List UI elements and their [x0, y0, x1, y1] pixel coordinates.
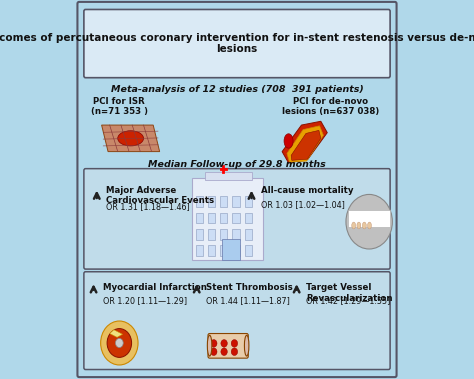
Polygon shape — [282, 121, 327, 163]
Circle shape — [116, 338, 123, 348]
Text: Outcomes of percutaneous coronary intervention for in-stent restenosis versus de: Outcomes of percutaneous coronary interv… — [0, 33, 474, 54]
Circle shape — [231, 340, 237, 347]
Text: OR 1.03 [1.02—1.04]: OR 1.03 [1.02—1.04] — [261, 200, 345, 209]
FancyBboxPatch shape — [232, 196, 239, 207]
FancyBboxPatch shape — [220, 196, 228, 207]
FancyBboxPatch shape — [208, 334, 248, 358]
Text: Major Adverse
Cardiovascular Events: Major Adverse Cardiovascular Events — [107, 186, 215, 205]
FancyBboxPatch shape — [84, 272, 390, 370]
Text: Median Follow-up of 29.8 months: Median Follow-up of 29.8 months — [148, 160, 326, 169]
FancyBboxPatch shape — [205, 172, 252, 180]
FancyBboxPatch shape — [245, 213, 252, 223]
Ellipse shape — [352, 222, 356, 229]
Circle shape — [210, 340, 217, 347]
Text: OR 1.42 [1.29—1.55]: OR 1.42 [1.29—1.55] — [306, 296, 391, 305]
FancyBboxPatch shape — [208, 229, 215, 240]
Text: Stent Thrombosis: Stent Thrombosis — [206, 283, 293, 293]
Ellipse shape — [367, 222, 372, 229]
Ellipse shape — [357, 222, 361, 229]
FancyBboxPatch shape — [84, 169, 390, 269]
FancyBboxPatch shape — [245, 245, 252, 256]
FancyBboxPatch shape — [84, 9, 390, 78]
FancyBboxPatch shape — [196, 196, 203, 207]
FancyBboxPatch shape — [245, 229, 252, 240]
FancyBboxPatch shape — [208, 213, 215, 223]
FancyBboxPatch shape — [196, 229, 203, 240]
Circle shape — [100, 321, 138, 365]
FancyBboxPatch shape — [232, 229, 239, 240]
Text: OR 1.44 [1.11—1.87]: OR 1.44 [1.11—1.87] — [206, 296, 290, 305]
FancyBboxPatch shape — [208, 196, 215, 207]
FancyBboxPatch shape — [232, 213, 239, 223]
Text: OR 1.31 [1.18—1.46]: OR 1.31 [1.18—1.46] — [107, 202, 190, 211]
FancyBboxPatch shape — [245, 196, 252, 207]
Circle shape — [231, 348, 237, 356]
Ellipse shape — [363, 222, 366, 229]
Polygon shape — [109, 330, 123, 337]
Circle shape — [221, 348, 228, 356]
Circle shape — [107, 329, 132, 357]
Circle shape — [210, 348, 217, 356]
Text: PCI for ISR
(n=71 353 ): PCI for ISR (n=71 353 ) — [91, 97, 148, 116]
FancyBboxPatch shape — [196, 245, 203, 256]
FancyBboxPatch shape — [196, 213, 203, 223]
Ellipse shape — [245, 335, 249, 356]
Circle shape — [221, 340, 228, 347]
Text: OR 1.20 [1.11—1.29]: OR 1.20 [1.11—1.29] — [103, 296, 187, 305]
FancyBboxPatch shape — [220, 245, 228, 256]
Polygon shape — [291, 130, 321, 160]
FancyBboxPatch shape — [232, 245, 239, 256]
Polygon shape — [101, 125, 160, 152]
Circle shape — [346, 194, 392, 249]
FancyBboxPatch shape — [348, 210, 390, 227]
FancyBboxPatch shape — [220, 229, 228, 240]
FancyBboxPatch shape — [208, 245, 215, 256]
FancyBboxPatch shape — [192, 178, 263, 260]
Ellipse shape — [118, 131, 144, 146]
FancyBboxPatch shape — [77, 2, 397, 377]
Text: Meta-analysis of 12 studies (708  391 patients): Meta-analysis of 12 studies (708 391 pat… — [110, 85, 364, 94]
Text: Myocardial Infarction: Myocardial Infarction — [103, 283, 207, 293]
FancyBboxPatch shape — [222, 239, 240, 260]
Ellipse shape — [207, 335, 212, 356]
Ellipse shape — [284, 134, 293, 148]
Text: PCI for de-novo
lesions (n=637 038): PCI for de-novo lesions (n=637 038) — [282, 97, 379, 116]
Text: All-cause mortality: All-cause mortality — [261, 186, 354, 195]
Text: Target Vessel
Revascularization: Target Vessel Revascularization — [306, 283, 393, 303]
FancyBboxPatch shape — [220, 213, 228, 223]
Polygon shape — [287, 126, 323, 162]
